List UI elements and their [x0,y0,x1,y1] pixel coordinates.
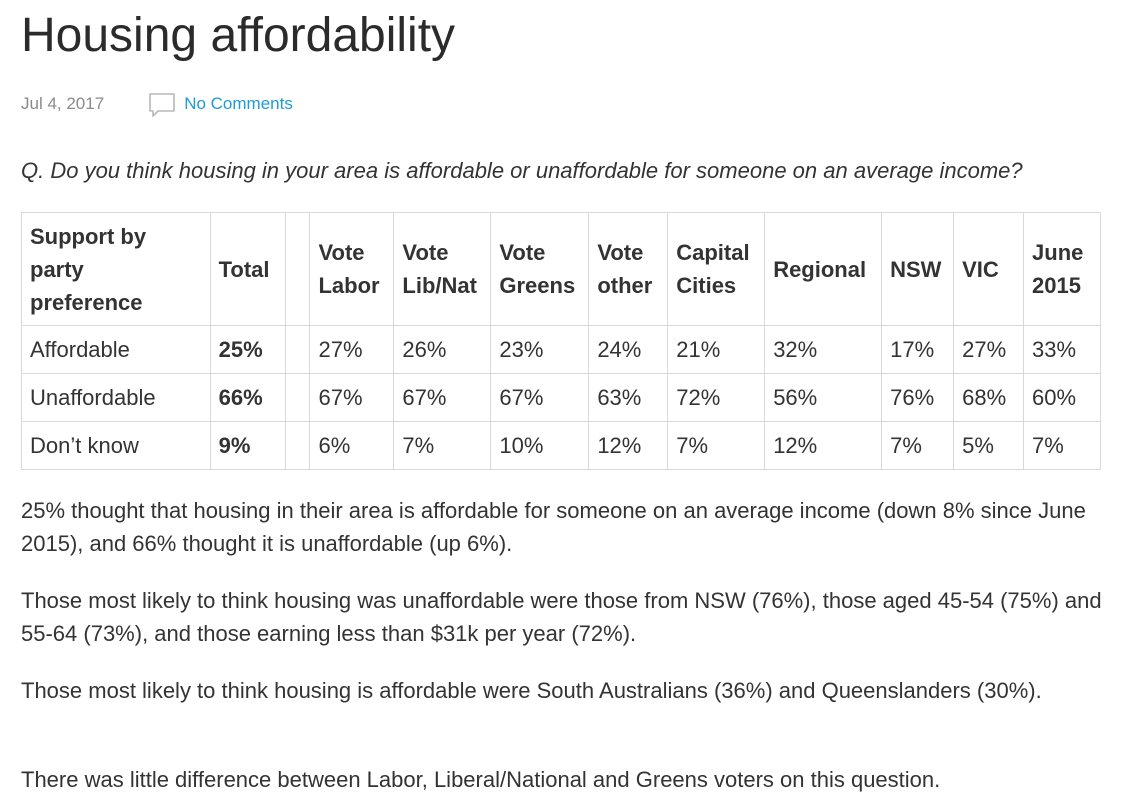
table-cell: 12% [588,421,669,470]
paragraph: 25% thought that housing in their area i… [21,498,1086,556]
table-cell: 72% [667,373,766,422]
table-cell: 67% [393,373,492,422]
column-header: Total [209,212,286,326]
column-header: Support by party preference [21,212,211,326]
row-label: Unaffordable [21,373,211,422]
table-cell: 21% [667,325,766,374]
table-cell: 32% [764,325,883,374]
table-cell: 56% [764,373,883,422]
table-cell: 68% [953,373,1025,422]
table-cell [284,325,311,374]
survey-question: Q. Do you think housing in your area is … [21,158,1023,183]
column-header: Regional [764,212,883,326]
table-cell: 7% [667,421,766,470]
table-cell: 7% [1023,421,1101,470]
table-header-row: Support by party preference Total Vote L… [21,212,1101,326]
column-header: Vote Labor [309,212,395,326]
table-cell: 66% [209,373,286,422]
column-header: June 2015 [1023,212,1101,326]
table-cell: 7% [393,421,492,470]
column-header: Vote Greens [490,212,590,326]
post-date: Jul 4, 2017 [21,94,105,113]
column-header: Capital Cities [667,212,766,326]
table-cell: 76% [881,373,955,422]
row-label: Affordable [21,325,211,374]
table-cell: 10% [490,421,590,470]
table-cell: 7% [881,421,955,470]
table-cell: 26% [393,325,492,374]
table-cell: 27% [953,325,1025,374]
comments-link[interactable]: No Comments [184,94,293,113]
paragraph: Those most likely to think housing was u… [21,588,1102,646]
table-cell: 24% [588,325,669,374]
table-cell: 67% [490,373,590,422]
post-meta: Jul 4, 2017 No Comments [21,88,293,120]
table-row: Unaffordable 66% 67% 67% 67% 63% 72% 56%… [21,373,1101,422]
comment-bubble-icon[interactable] [148,92,176,117]
column-header: NSW [881,212,955,326]
table-cell: 33% [1023,325,1101,374]
table-cell: 67% [309,373,395,422]
table-cell: 9% [209,421,286,470]
column-header: Vote Lib/Nat [393,212,492,326]
page-title: Housing affordability [21,9,456,62]
paragraph: Those most likely to think housing is af… [21,678,1042,703]
table-cell: 25% [209,325,286,374]
row-label: Don’t know [21,421,211,470]
table-row: Affordable 25% 27% 26% 23% 24% 21% 32% 1… [21,325,1101,374]
table-cell: 17% [881,325,955,374]
table-cell: 60% [1023,373,1101,422]
table-cell: 27% [309,325,395,374]
table-cell [284,421,311,470]
table-cell: 12% [764,421,883,470]
table-row: Don’t know 9% 6% 7% 10% 12% 7% 12% 7% 5%… [21,421,1101,470]
table-cell: 6% [309,421,395,470]
paragraph: There was little difference between Labo… [21,767,941,792]
table-cell: 63% [588,373,669,422]
column-header: Vote other [588,212,669,326]
table-cell [284,373,311,422]
table-cell: 5% [953,421,1025,470]
column-header [284,212,311,326]
table-cell: 23% [490,325,590,374]
results-table: Support by party preference Total Vote L… [21,212,1101,470]
column-header: VIC [953,212,1025,326]
